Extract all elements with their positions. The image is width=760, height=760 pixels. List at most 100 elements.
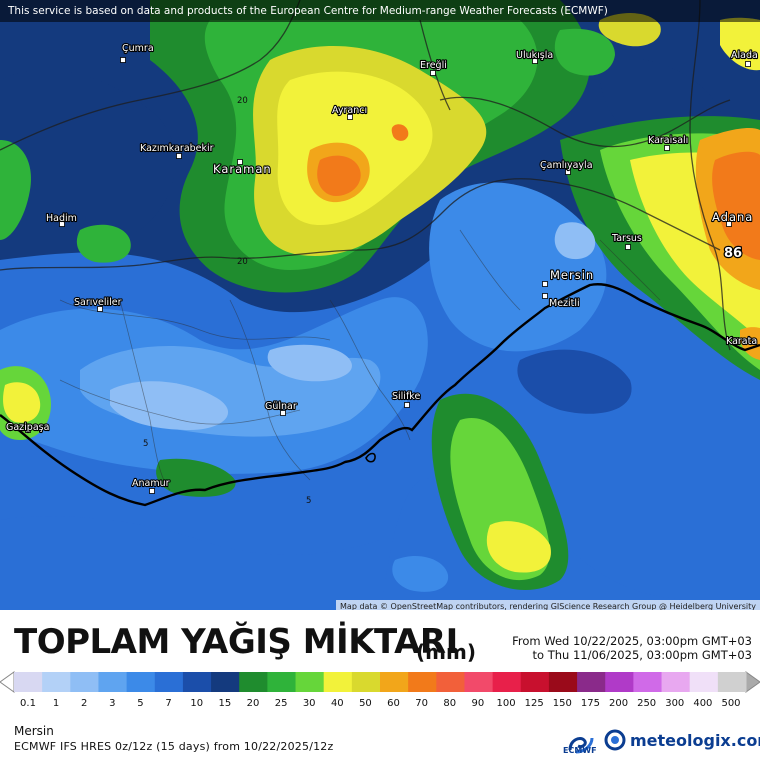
max-value-label: 86 [724,246,742,261]
meteologix-globe-icon [604,729,626,751]
legend-tick-label: 500 [721,698,741,709]
deep-orange-ayranci [317,155,361,196]
city-marker [726,221,732,227]
city-label: Ayrancı [332,105,367,116]
city-marker [565,169,571,175]
city-marker [733,337,739,343]
map-attribution[interactable]: Map data © OpenStreetMap contributors, r… [336,600,760,610]
contour-label: 20 [237,257,248,267]
ecmwf-attribution: This service is based on data and produc… [0,0,760,22]
legend-tick-label: 25 [274,698,288,709]
legend-swatch [323,672,353,692]
legend-swatch [436,672,465,692]
field-2mm-b [267,344,352,382]
legend-swatch [605,672,634,692]
legend-tick-label: 3 [109,698,116,709]
legend-swatch [408,672,437,692]
field-7mm-southwest [0,516,380,610]
city-label: Ereğli [420,60,447,71]
legend-panel: TOPLAM YAĞIŞ MİKTARI (mm) From Wed 10/22… [0,610,760,760]
city-label: Alada [731,50,758,61]
city-marker [280,410,286,416]
legend-swatch [295,672,325,692]
legend-tick-label: 10 [190,698,204,709]
legend-tick-label: 0.1 [20,698,36,709]
contour-label: 5 [306,496,311,506]
model-run-info: ECMWF IFS HRES 0z/12z (15 days) from 10/… [14,740,334,753]
legend-tick-label: 80 [443,698,457,709]
legend-swatch [154,672,184,692]
legend-tick-label: 125 [524,698,544,709]
legend-tick-label: 60 [387,698,400,709]
legend-swatch [548,672,578,692]
city-label: Gülnar [265,401,297,412]
city-marker [97,306,103,312]
coastline [0,283,760,507]
orange-karatas [740,327,760,360]
city-label: Çumra [122,43,154,54]
legend-swatch [717,672,747,692]
legend-tick-label: 5 [137,698,144,709]
legend-swatch [239,672,268,692]
legend-tick-label: 2 [81,698,88,709]
city-label: Silifke [392,391,420,402]
city-label: Sarıveliler [74,297,122,308]
city-marker [745,61,751,67]
green-west-edge [0,140,31,240]
city-marker [347,114,353,120]
meteologix-logo-text: meteologix.com [630,730,760,750]
legend-tick-label: 20 [246,698,260,709]
legend-tick-label: 100 [496,698,516,709]
city-label: Adana [712,210,753,224]
navy-mersin-bay [517,349,632,414]
legend-swatch [689,672,719,692]
legend-tick-label: 15 [218,698,232,709]
period-from: From Wed 10/22/2025, 03:00pm GMT+03 [512,634,752,648]
legend-tick-label: 70 [415,698,429,709]
city-marker [625,244,631,250]
legend-swatch [661,672,691,692]
city-label: Mezitli [549,298,580,309]
city-label: Çamlıyayla [540,160,593,171]
field-2mm [110,381,229,430]
legend-swatch [211,672,240,692]
legend-swatch [98,672,128,692]
legend-tick-label: 300 [665,698,685,709]
legend-tick-label: 150 [552,698,572,709]
city-label: Karaisalı [648,135,688,146]
precipitation-map[interactable]: Çumra Ereğli Ulukışla Alada Ayrancı Kazımkara… [0,0,760,610]
legend-swatch [351,672,381,692]
city-marker [120,57,126,63]
city-marker [430,70,436,76]
legend-tick-label: 200 [608,698,629,709]
legend-swatch [492,672,522,692]
period-to: to Thu 11/06/2025, 03:00pm GMT+03 [532,648,752,662]
deep-orange-adana [712,151,760,260]
legend-tick-label: 50 [359,698,372,709]
city-label: Tarsus [611,233,642,244]
city-label: Anamur [132,478,170,489]
legend-tick-label: 250 [637,698,657,709]
city-marker [664,145,670,151]
legend-tick-label: 40 [330,698,344,709]
city-label: Ulukışla [516,50,553,61]
legend-tick-labels: 0.1 1 2 3 5 7 10 15 20 25 30 40 50 60 70 80 90 100 125 150 1… [0,698,760,712]
meteologix-logo[interactable]: meteologix.com [604,728,760,752]
legend-tick-label: 90 [471,698,485,709]
yellow-south [486,521,551,573]
city-label: Kazımkarabekir [140,143,214,154]
city-marker [59,221,65,227]
legend-tick-label: 30 [302,698,316,709]
contour-label: 20 [237,96,248,106]
orange-spot [391,124,409,141]
field-5mm-sea-b [392,555,449,592]
yellow-alada [720,17,760,71]
city-label: Karata [726,336,757,347]
cities-layer: Çumra Ereğli Ulukışla Alada Ayrancı Kazımkara… [5,42,759,494]
map-canvas: Çumra Ereğli Ulukışla Alada Ayrancı Kazımkara… [0,0,760,610]
city-marker [176,153,182,159]
city-marker [542,281,548,287]
legend-swatch [380,672,409,692]
legend-swatch [464,672,494,692]
islet [365,452,376,463]
